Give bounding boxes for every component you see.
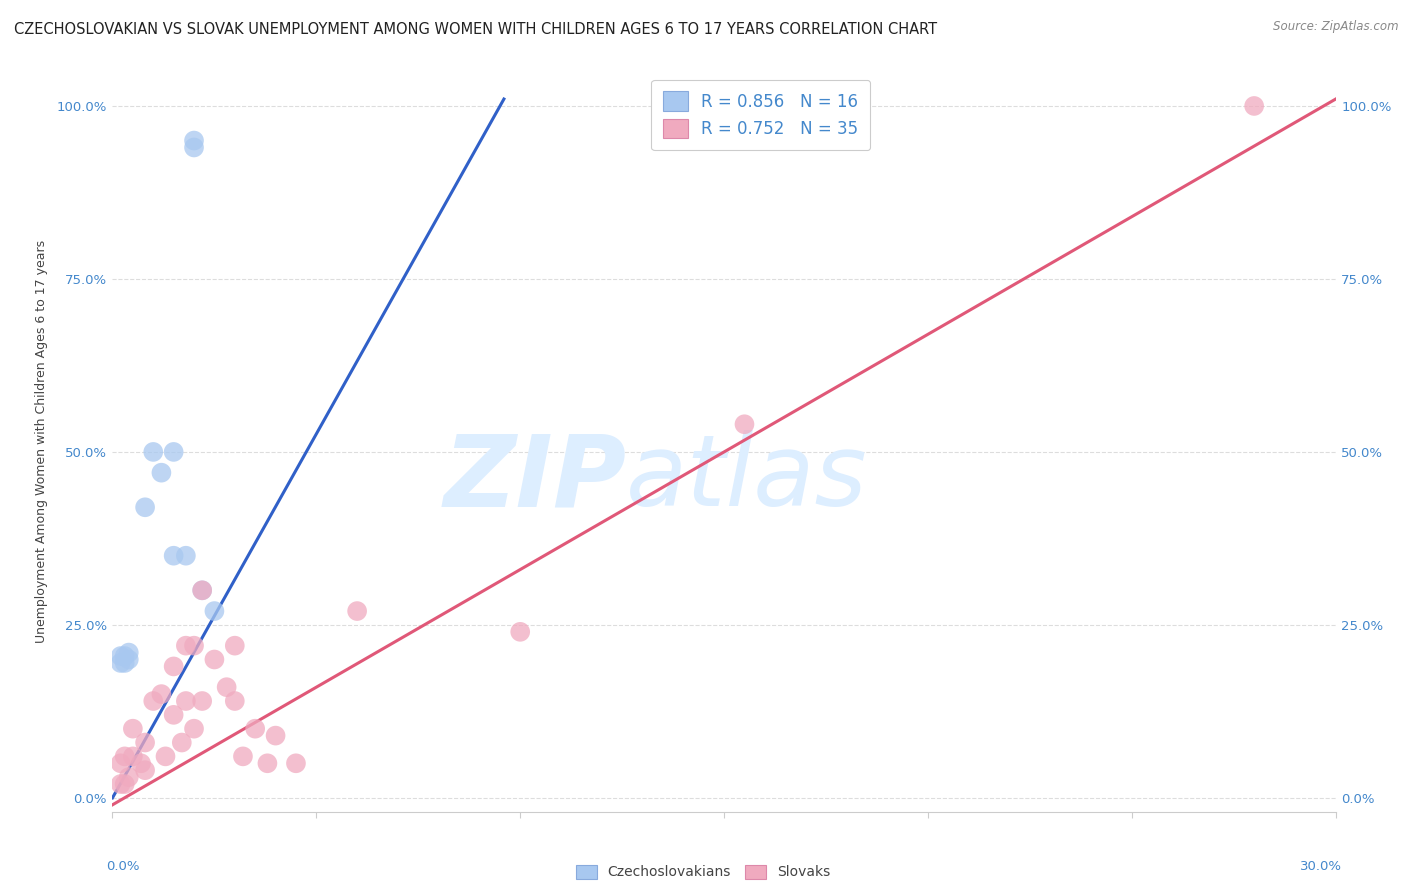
Point	[110, 656, 132, 670]
Point	[174, 639, 197, 653]
Point	[163, 549, 186, 563]
Point	[183, 134, 205, 148]
Point	[114, 777, 136, 791]
Point	[224, 694, 246, 708]
Point	[284, 756, 308, 771]
Point	[264, 729, 287, 743]
Point	[114, 656, 136, 670]
Point	[118, 646, 141, 660]
Point	[215, 680, 238, 694]
Point	[183, 722, 205, 736]
Point	[163, 659, 186, 673]
Point	[191, 583, 214, 598]
Point	[122, 749, 145, 764]
Point	[150, 466, 173, 480]
Point	[183, 140, 205, 154]
Point	[122, 722, 145, 736]
Text: 0.0%: 0.0%	[107, 860, 139, 873]
Point	[110, 648, 132, 663]
Point	[142, 694, 165, 708]
Point	[346, 604, 368, 618]
Point	[114, 648, 136, 663]
Point	[183, 639, 205, 653]
Point	[204, 652, 226, 666]
Point	[163, 707, 186, 722]
Point	[110, 777, 132, 791]
Legend: Czechoslovakians, Slovaks: Czechoslovakians, Slovaks	[571, 859, 835, 885]
Point	[174, 549, 197, 563]
Point	[224, 639, 246, 653]
Point	[118, 652, 141, 666]
Text: 30.0%: 30.0%	[1299, 860, 1341, 873]
Point	[191, 694, 214, 708]
Point	[256, 756, 278, 771]
Point	[134, 500, 156, 515]
Text: atlas: atlas	[626, 430, 868, 527]
Point	[734, 417, 756, 432]
Point	[129, 756, 152, 771]
Point	[163, 445, 186, 459]
Text: Source: ZipAtlas.com: Source: ZipAtlas.com	[1274, 20, 1399, 33]
Point	[170, 735, 193, 749]
Point	[245, 722, 267, 736]
Point	[204, 604, 226, 618]
Point	[142, 445, 165, 459]
Point	[1243, 99, 1265, 113]
Point	[150, 687, 173, 701]
Legend: R = 0.856   N = 16, R = 0.752   N = 35: R = 0.856 N = 16, R = 0.752 N = 35	[651, 79, 870, 150]
Point	[509, 624, 531, 639]
Point	[114, 749, 136, 764]
Point	[191, 583, 214, 598]
Point	[232, 749, 254, 764]
Point	[118, 770, 141, 784]
Point	[134, 735, 156, 749]
Text: ZIP: ZIP	[443, 430, 626, 527]
Point	[134, 763, 156, 777]
Y-axis label: Unemployment Among Women with Children Ages 6 to 17 years: Unemployment Among Women with Children A…	[35, 240, 48, 643]
Text: CZECHOSLOVAKIAN VS SLOVAK UNEMPLOYMENT AMONG WOMEN WITH CHILDREN AGES 6 TO 17 YE: CZECHOSLOVAKIAN VS SLOVAK UNEMPLOYMENT A…	[14, 22, 938, 37]
Point	[155, 749, 177, 764]
Point	[174, 694, 197, 708]
Point	[110, 756, 132, 771]
